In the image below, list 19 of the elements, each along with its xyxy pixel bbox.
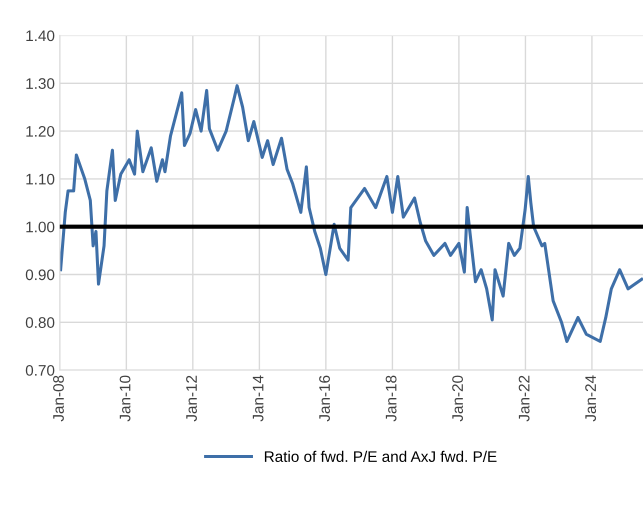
y-tick-label: 1.30 [26,78,54,89]
x-tick-label: Jan-18 [386,376,397,422]
x-tick-label: Jan-22 [518,376,530,422]
y-tick-label: 1.20 [26,126,54,137]
y-tick-label: 1.00 [26,222,54,232]
line-series [60,84,643,343]
x-tick-label: Jan-08 [53,376,64,422]
legend-label: Ratio of fwd. P/E and AxJ fwd. P/E [264,450,497,462]
x-tick-label: Jan-14 [252,375,264,422]
y-tick-label: 1.40 [26,30,54,42]
y-tick-label: 0.70 [26,364,54,376]
x-tick-label: Jan-20 [452,376,463,422]
x-tick-label: Jan-10 [120,376,130,422]
y-tick-label: 0.80 [26,317,54,328]
x-tick-label: Jan-24 [585,375,596,422]
y-tick-label: 1.10 [26,174,54,185]
x-tick-label: Jan-12 [186,376,197,422]
x-tick-label: Jan-16 [319,376,330,422]
y-tick-label: 0.90 [26,269,54,280]
